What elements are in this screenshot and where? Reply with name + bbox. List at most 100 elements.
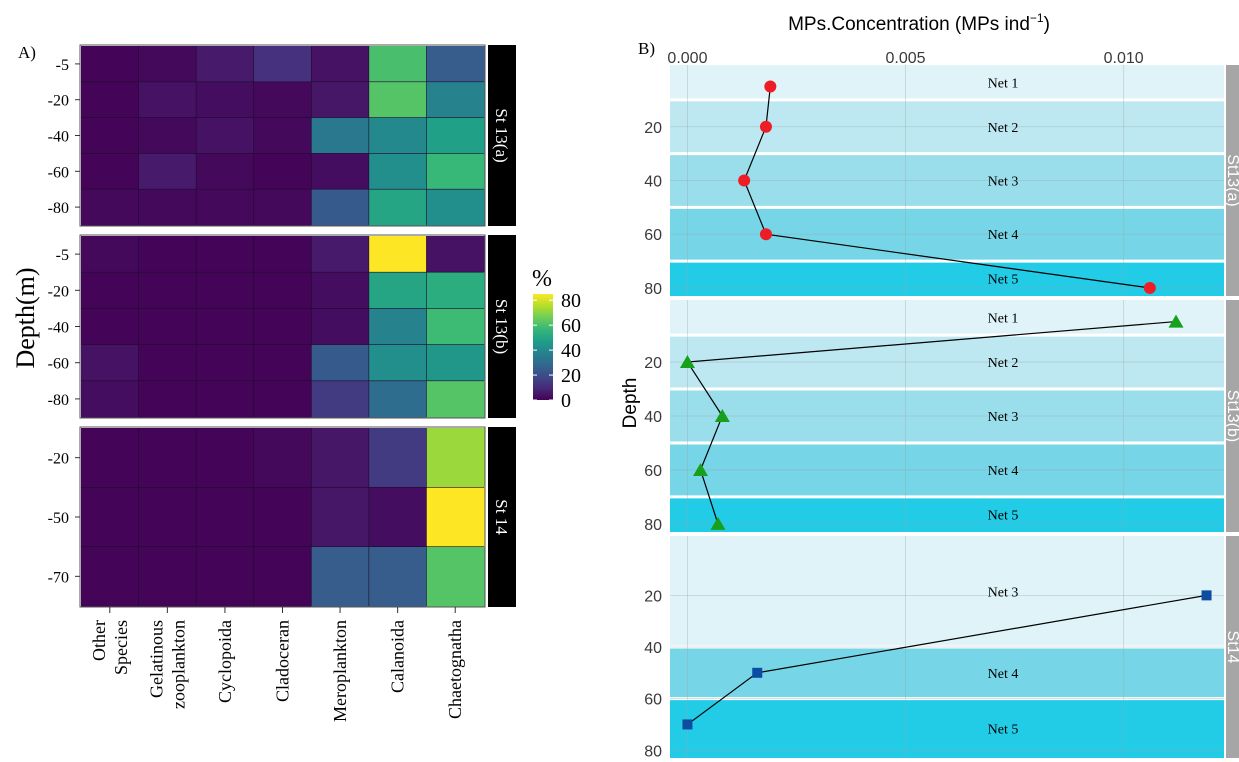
heatmap-cell	[253, 428, 312, 488]
heatmap-cell	[368, 380, 428, 418]
heatmap-cell	[426, 236, 485, 273]
net-label: Net 3	[988, 175, 1019, 190]
panel-a-label: A)	[18, 43, 36, 62]
data-point-triangle	[710, 516, 726, 530]
heatmap-cell	[253, 308, 312, 346]
facet-strip-label: St 13(a)	[492, 108, 511, 162]
x-tick-label: 0.010	[1104, 50, 1144, 67]
depth-tick-label: -60	[48, 164, 69, 181]
depth-tick-label: -20	[48, 93, 69, 110]
heatmap-cell	[196, 546, 255, 607]
facet-strip-label: St 13(b)	[492, 299, 511, 354]
heatmap-cell	[81, 487, 140, 548]
depth-tick-label: -5	[56, 57, 69, 74]
heatmap-cell	[138, 46, 197, 83]
panel-b-xlabel: MPs.Concentration (MPs ind−1)	[788, 11, 1050, 35]
data-point-triangle	[714, 409, 730, 422]
panel-a-heatmap: A) Depth(m) -5 -20 -40 -60 -80 St 13(a) -5 -20 -…	[11, 43, 581, 722]
depth-tick-label: -40	[48, 320, 69, 337]
data-point-square	[752, 667, 763, 678]
depth-tick-label: -5	[56, 247, 69, 264]
heatmap-cell	[368, 81, 428, 119]
depth-tick-label: -50	[48, 510, 69, 527]
heatmap-cell	[138, 81, 197, 119]
heatmap-cell	[368, 236, 428, 273]
depth-tick-label: -20	[48, 451, 69, 468]
data-point-circle	[1143, 281, 1156, 294]
heatmap-cell	[253, 487, 312, 548]
legend-colorbar	[533, 294, 553, 400]
heatmap-cell	[311, 236, 370, 273]
net-label: Net 4	[988, 228, 1019, 243]
facet-strip	[488, 235, 516, 418]
category-label: Chaetognatha	[445, 620, 465, 719]
category-label: Meroplankton	[330, 620, 350, 722]
data-point-circle	[759, 228, 772, 241]
facet-strip-label: St13(b)	[1224, 390, 1239, 442]
depth-tick-label: -60	[48, 356, 69, 373]
heatmap-cell	[368, 117, 428, 154]
heatmap-cell	[196, 46, 255, 83]
facet-strip-label: St13(a)	[1224, 154, 1239, 206]
net-band	[670, 300, 1224, 336]
heatmap-cell	[81, 380, 140, 418]
net-label: Net 2	[988, 121, 1019, 136]
heatmap-cell	[368, 344, 428, 382]
y-tick-label: 40	[644, 409, 662, 426]
heatmap-facet: -5 -20 -40 -60 -80 St 13(b)	[48, 234, 516, 419]
depth-tick-label: -80	[48, 392, 69, 409]
net-label: Net 1	[988, 76, 1019, 91]
panel-a-ylabel: Depth(m)	[11, 267, 40, 368]
heatmap-cell	[253, 344, 312, 382]
panel-b-label: B)	[638, 39, 655, 58]
heatmap-cell	[196, 117, 255, 154]
y-tick-label: 40	[644, 640, 662, 657]
heatmap-cell	[81, 344, 140, 382]
category-label: Cyclopoida	[215, 620, 235, 703]
heatmap-cell	[138, 344, 197, 382]
heatmap-cell	[81, 428, 140, 488]
heatmap-cell	[426, 428, 485, 488]
depth-tick-label: -80	[48, 200, 69, 217]
net-label: Net 2	[988, 356, 1019, 371]
heatmap-cell	[368, 46, 428, 83]
heatmap-cell	[426, 308, 485, 346]
heatmap-cell	[138, 380, 197, 418]
heatmap-cell	[81, 81, 140, 119]
facet-strip	[1226, 300, 1239, 532]
heatmap-cell	[196, 344, 255, 382]
y-tick-label: 20	[644, 588, 662, 605]
heatmap-cell	[426, 81, 485, 119]
net-band	[670, 153, 1224, 208]
heatmap-cell	[196, 272, 255, 309]
depth-tick-label: -70	[48, 569, 69, 586]
data-point-triangle	[1168, 314, 1184, 328]
heatmap-cell	[311, 546, 370, 607]
heatmap-cell	[196, 153, 255, 190]
heatmap-cell	[368, 308, 428, 346]
x-tick-label: 0.000	[667, 50, 707, 67]
heatmap-cell	[426, 487, 485, 548]
y-tick-label: 80	[644, 517, 662, 534]
net-label: Net 5	[988, 273, 1019, 288]
heatmap-cell	[311, 46, 370, 83]
heatmap-cell	[138, 189, 197, 226]
heatmap-cell	[368, 153, 428, 190]
net-label: Net 1	[988, 312, 1019, 327]
heatmap-cell	[426, 189, 485, 226]
heatmap-cell	[368, 189, 428, 226]
data-point-circle	[764, 80, 777, 93]
facet-strip	[1226, 65, 1239, 296]
heatmap-cell	[368, 428, 428, 488]
legend-title: %	[532, 266, 552, 292]
heatmap-cell	[253, 236, 312, 273]
heatmap-cell	[81, 117, 140, 154]
net-label: Net 4	[988, 667, 1019, 682]
category-label: Gelatinous zooplankton	[146, 620, 188, 709]
net-band	[670, 647, 1224, 699]
heatmap-cell	[311, 428, 370, 488]
heatmap-cell	[196, 487, 255, 548]
heatmap-cell	[138, 153, 197, 190]
heatmap-cell	[138, 272, 197, 309]
